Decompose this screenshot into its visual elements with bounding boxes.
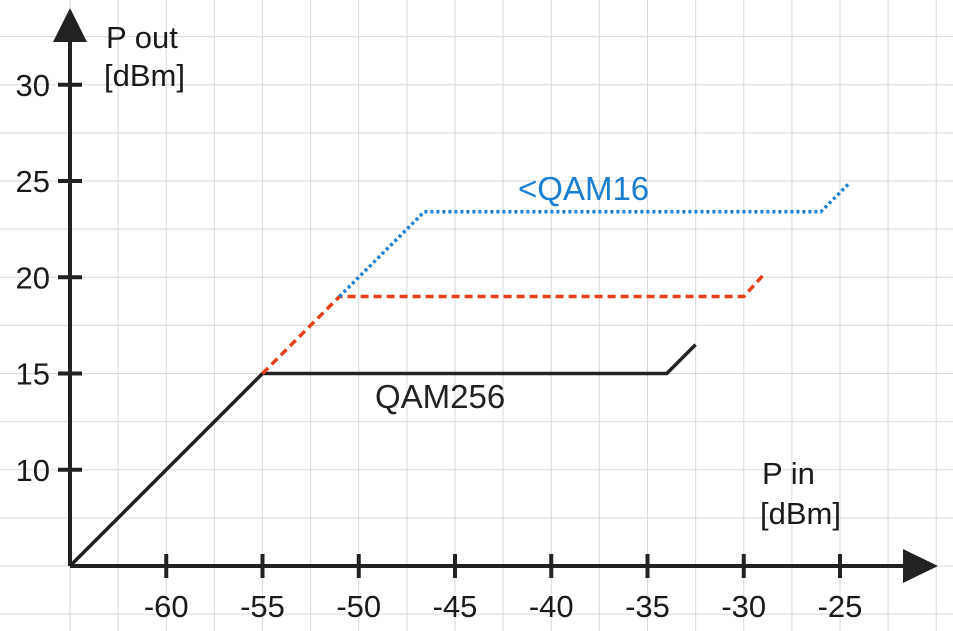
x-tick-label: -50 [336, 589, 381, 624]
y-axis-unit: [dBm] [104, 58, 185, 93]
series-label-qam16: <QAM16 [518, 170, 649, 207]
x-tick-label: -40 [529, 589, 574, 624]
y-axis-title: P out [106, 20, 178, 55]
y-tick-label: 20 [16, 260, 50, 295]
x-tick-label: -55 [240, 589, 285, 624]
x-tick-label: -60 [144, 589, 189, 624]
x-axis-unit: [dBm] [760, 496, 841, 531]
series-line-unlabeled-1 [261, 274, 765, 375]
y-axis-arrow-icon [53, 8, 87, 42]
x-tick-label: -25 [818, 589, 863, 624]
series-line-qam16 [338, 181, 851, 298]
y-tick-label: 10 [16, 453, 50, 488]
axes [53, 8, 938, 583]
y-tick-label: 30 [16, 68, 50, 103]
x-axis-arrow-icon [903, 549, 938, 583]
x-tick-label: -45 [433, 589, 478, 624]
series-line-qam256 [68, 343, 697, 568]
x-tick-label: -35 [625, 589, 670, 624]
x-tick-label: -30 [721, 589, 766, 624]
y-tick-label: 15 [16, 357, 50, 392]
x-axis-title: P in [762, 456, 815, 491]
series-lines [68, 181, 851, 568]
y-tick-label: 25 [16, 164, 50, 199]
series-label-qam256: QAM256 [375, 378, 505, 415]
